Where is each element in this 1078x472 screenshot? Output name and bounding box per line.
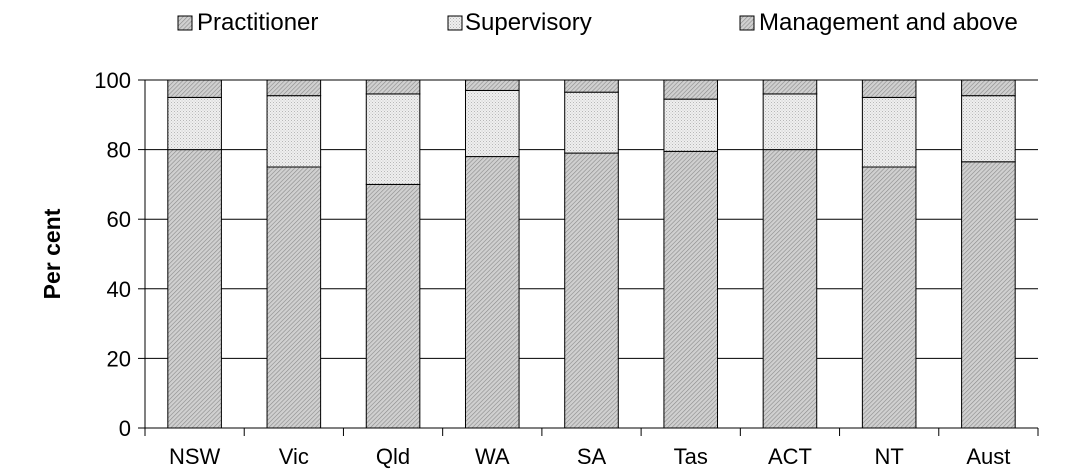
bar-wa-management-and-above — [464, 79, 520, 91]
bar-nt-management-and-above — [861, 79, 917, 98]
y-tick-label-20: 20 — [107, 346, 131, 371]
bar-aust-management-and-above — [961, 79, 1016, 97]
bar-tas-management-and-above — [663, 79, 719, 100]
bar-nt-practitioner — [861, 166, 917, 429]
bar-act-management-and-above — [762, 79, 818, 95]
y-tick-label-0: 0 — [119, 416, 131, 441]
bar-vic-management-and-above — [266, 79, 322, 97]
x-tick-label-nt: NT — [875, 444, 904, 469]
legend-swatch-management — [739, 15, 755, 31]
x-tick-labels: NSW Vic Qld WA SA Tas ACT NT Aust — [169, 444, 1010, 469]
bar-qld-practitioner — [365, 183, 421, 429]
y-tick-label-40: 40 — [107, 277, 131, 302]
bar-aust-supervisory — [961, 95, 1016, 163]
bar-vic-supervisory — [266, 95, 322, 168]
x-tick-label-qld: Qld — [376, 444, 410, 469]
x-tick-label-act: ACT — [768, 444, 812, 469]
bar-qld-supervisory — [365, 93, 421, 185]
bar-nsw-management-and-above — [167, 79, 222, 98]
legend-swatch-supervisory — [447, 15, 463, 31]
x-tick-label-wa: WA — [475, 444, 510, 469]
legend-swatch-practitioner — [177, 15, 193, 31]
y-tick-label-60: 60 — [107, 207, 131, 232]
bar-wa-supervisory — [464, 89, 520, 158]
legend: Practitioner Supervisory Management and … — [177, 9, 1018, 36]
y-tick-label-80: 80 — [107, 138, 131, 163]
y-axis-label: Per cent — [39, 208, 65, 299]
bar-qld-management-and-above — [365, 79, 421, 95]
legend-item-management: Management and above — [739, 9, 1018, 36]
legend-label-management: Management and above — [759, 9, 1018, 36]
bar-nsw-practitioner — [167, 149, 222, 429]
bar-nsw-supervisory — [167, 96, 222, 151]
bar-aust-practitioner — [961, 161, 1016, 429]
bar-act-supervisory — [762, 93, 818, 151]
bar-tas-practitioner — [663, 150, 719, 429]
bar-nt-supervisory — [861, 96, 917, 168]
legend-label-supervisory: Supervisory — [465, 9, 592, 36]
legend-item-practitioner: Practitioner — [177, 9, 318, 36]
legend-label-practitioner: Practitioner — [197, 9, 318, 36]
axes — [138, 79, 1039, 436]
bar-wa-practitioner — [464, 156, 520, 429]
y-tick-label-100: 100 — [94, 68, 131, 93]
bar-sa-management-and-above — [564, 79, 619, 93]
bar-tas-supervisory — [663, 98, 719, 152]
bar-sa-practitioner — [564, 152, 619, 429]
y-tick-labels: 0 20 40 60 80 100 — [94, 68, 131, 441]
bars — [167, 79, 1016, 429]
bar-vic-practitioner — [266, 166, 322, 429]
bar-sa-supervisory — [564, 91, 619, 154]
bar-act-practitioner — [762, 149, 818, 429]
x-tick-label-nsw: NSW — [169, 444, 221, 469]
x-tick-label-sa: SA — [577, 444, 607, 469]
x-tick-label-vic: Vic — [279, 444, 309, 469]
x-tick-label-aust: Aust — [966, 444, 1010, 469]
legend-item-supervisory: Supervisory — [447, 9, 592, 36]
x-tick-label-tas: Tas — [674, 444, 708, 469]
